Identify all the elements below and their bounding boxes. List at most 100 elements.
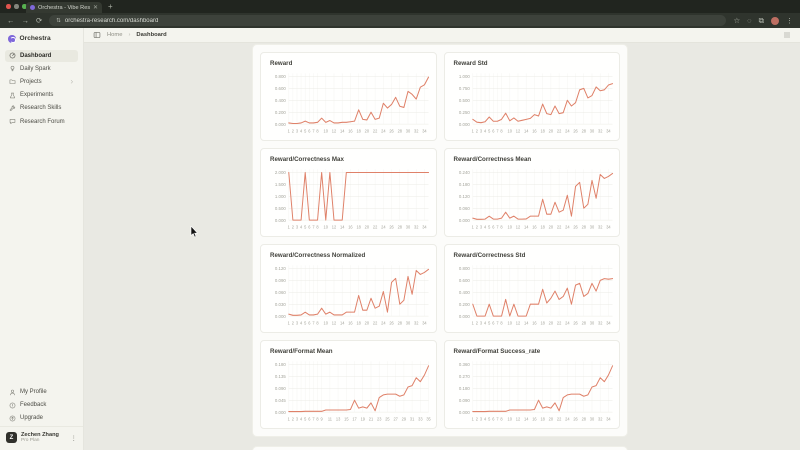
svg-text:0.750: 0.750: [458, 86, 469, 91]
sidebar-item-daily-spark[interactable]: Daily Spark: [5, 63, 78, 75]
svg-text:26: 26: [573, 224, 578, 229]
chart-plot: 1 2 3 4 5 6 7 8 9 11 13 15 17 19 21 23 25 27 29 31 33 350.000…: [275, 361, 431, 422]
window-minimize-button[interactable]: [14, 4, 19, 9]
apps-grid-icon[interactable]: [783, 31, 791, 39]
svg-text:2: 2: [475, 416, 478, 421]
svg-text:30: 30: [589, 320, 594, 325]
sidebar-item-research-skills[interactable]: Research Skills: [5, 102, 78, 114]
breadcrumb-home[interactable]: Home: [107, 32, 123, 38]
back-icon[interactable]: ←: [7, 15, 15, 25]
svg-text:0.500: 0.500: [458, 98, 469, 103]
svg-text:14: 14: [524, 128, 529, 133]
tab-title: Orchestra - Vibe Research C: [38, 4, 90, 11]
svg-text:3: 3: [296, 224, 299, 229]
new-tab-button[interactable]: +: [108, 1, 113, 11]
svg-text:0.500: 0.500: [275, 206, 286, 211]
svg-text:24: 24: [381, 128, 386, 133]
svg-text:10: 10: [507, 416, 512, 421]
chart-title: Reward/Correctness Normalized: [270, 252, 366, 259]
sidebar-item-label: Projects: [20, 78, 42, 85]
side-panel-icon[interactable]: ⧉: [758, 15, 764, 25]
extensions-icon[interactable]: ◌: [747, 15, 752, 25]
svg-text:18: 18: [356, 128, 361, 133]
svg-text:16: 16: [532, 224, 537, 229]
browser-tab[interactable]: Orchestra - Vibe Research C ✕: [26, 2, 102, 13]
sidebar-item-feedback[interactable]: Feedback: [5, 399, 78, 411]
svg-text:7: 7: [496, 320, 499, 325]
sidebar-item-dashboard[interactable]: Dashboard: [5, 49, 78, 62]
svg-text:32: 32: [598, 416, 603, 421]
svg-text:0.060: 0.060: [458, 206, 469, 211]
forward-icon[interactable]: →: [21, 15, 30, 25]
svg-text:26: 26: [573, 416, 578, 421]
svg-text:28: 28: [581, 128, 586, 133]
user-menu-icon[interactable]: ⋮: [70, 434, 78, 442]
svg-text:17: 17: [352, 416, 357, 421]
bookmark-star-icon[interactable]: ☆: [733, 15, 741, 25]
svg-text:0.090: 0.090: [275, 278, 286, 283]
chart-title: Reward/Correctness Std: [453, 252, 526, 259]
window-maximize-button[interactable]: [22, 4, 27, 9]
svg-text:16: 16: [532, 416, 537, 421]
svg-text:5: 5: [488, 320, 491, 325]
svg-text:28: 28: [398, 128, 403, 133]
tab-close-icon[interactable]: ✕: [92, 4, 98, 11]
chart-title: Reward/Format Mean: [270, 348, 333, 355]
reload-icon[interactable]: ⟳: [36, 15, 43, 25]
sidebar-item-experiments[interactable]: Experiments: [5, 89, 78, 101]
sidebar-item-projects[interactable]: Projects: [5, 76, 78, 88]
svg-text:1: 1: [471, 416, 474, 421]
svg-text:2: 2: [475, 224, 478, 229]
svg-text:3: 3: [479, 128, 482, 133]
svg-text:34: 34: [606, 320, 611, 325]
window-controls: [6, 4, 27, 9]
brand[interactable]: Orchestra: [0, 28, 83, 49]
sidebar-item-label: Upgrade: [20, 415, 44, 422]
svg-text:30: 30: [589, 128, 594, 133]
sidebar-item-upgrade[interactable]: Upgrade: [5, 412, 78, 424]
sidebar-item-my-profile[interactable]: My Profile: [5, 386, 78, 398]
svg-text:30: 30: [406, 320, 411, 325]
svg-text:32: 32: [598, 128, 603, 133]
svg-text:9: 9: [321, 416, 324, 421]
svg-text:12: 12: [332, 224, 337, 229]
svg-text:32: 32: [598, 224, 603, 229]
svg-text:2: 2: [292, 224, 295, 229]
svg-text:30: 30: [406, 224, 411, 229]
svg-text:1: 1: [288, 416, 291, 421]
wrench-icon: [9, 105, 16, 111]
svg-text:30: 30: [589, 224, 594, 229]
svg-text:7: 7: [312, 224, 315, 229]
svg-text:26: 26: [573, 320, 578, 325]
svg-text:22: 22: [373, 128, 378, 133]
svg-text:18: 18: [540, 416, 545, 421]
sidebar-item-research-forum[interactable]: Research Forum: [5, 115, 78, 127]
svg-text:16: 16: [532, 320, 537, 325]
svg-text:4: 4: [300, 320, 303, 325]
svg-text:2: 2: [475, 128, 478, 133]
user-card[interactable]: Z Zechen Zhang Pro Plan ⋮: [0, 425, 83, 450]
avatar: Z: [6, 432, 17, 444]
site-info-icon[interactable]: ⇅: [56, 17, 61, 24]
svg-text:8: 8: [500, 416, 503, 421]
browser-profile-avatar[interactable]: [771, 16, 779, 25]
svg-text:0.090: 0.090: [275, 386, 286, 391]
chart-card: Reward 1 2 3 4 5 6 7 8 10 12 14 16 18 20 22 24 26 28 30 32 3…: [260, 52, 437, 141]
browser-menu-icon[interactable]: ⋮: [786, 17, 793, 25]
chart-plot: 1 2 3 4 5 6 7 8 10 12 14 16 18 20 22 24 26 28 30 32 340.0000…: [458, 73, 613, 134]
svg-text:4: 4: [483, 320, 486, 325]
svg-text:24: 24: [381, 320, 386, 325]
svg-text:2: 2: [292, 320, 295, 325]
svg-text:0.600: 0.600: [275, 86, 286, 91]
sidebar-toggle-icon[interactable]: [93, 31, 101, 39]
svg-text:30: 30: [589, 416, 594, 421]
address-bar[interactable]: ⇅ orchestra-research.com/dashboard: [49, 15, 727, 26]
breadcrumb-current: Dashboard: [136, 32, 167, 38]
chart-card: Reward/Correctness Std 1 2 3 4 5 6 7 8 10 12 14 16 1…: [443, 244, 620, 333]
svg-text:32: 32: [414, 320, 419, 325]
svg-text:14: 14: [524, 320, 529, 325]
svg-text:1: 1: [471, 128, 474, 133]
window-close-button[interactable]: [6, 4, 11, 9]
svg-text:7: 7: [496, 128, 499, 133]
svg-text:8: 8: [316, 416, 319, 421]
